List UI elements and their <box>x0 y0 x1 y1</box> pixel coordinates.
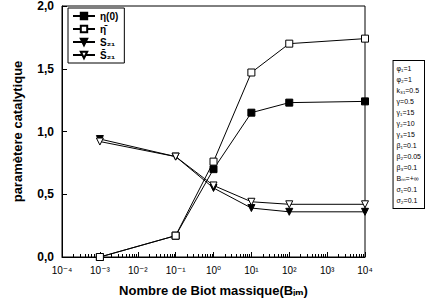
svg-text:1,0: 1,0 <box>37 125 54 139</box>
svg-text:10⁻²: 10⁻² <box>128 265 148 276</box>
svg-text:η(0): η(0) <box>100 11 118 22</box>
svg-text:10⁻¹: 10⁻¹ <box>166 265 186 276</box>
svg-text:γ₂=10: γ₂=10 <box>397 120 415 128</box>
svg-text:10⁻⁴: 10⁻⁴ <box>52 265 73 276</box>
svg-text:10⁰: 10⁰ <box>206 265 221 276</box>
svg-text:1,5: 1,5 <box>37 62 54 76</box>
svg-text:φ₁=1: φ₁=1 <box>397 65 412 73</box>
svg-text:0,0: 0,0 <box>37 250 54 264</box>
svg-text:0,5: 0,5 <box>37 187 54 201</box>
svg-text:φ₂=1: φ₂=1 <box>397 76 412 84</box>
svg-text:S₂₁: S₂₁ <box>100 37 115 48</box>
svg-text:10²: 10² <box>282 265 297 276</box>
svg-text:σ₂=0.1: σ₂=0.1 <box>397 197 418 204</box>
svg-text:β₃=0.1: β₃=0.1 <box>397 164 418 172</box>
svg-text:paramètere catalytique: paramètere catalytique <box>10 61 25 203</box>
svg-text:η̄: η̄ <box>100 24 108 35</box>
svg-text:γ=0.5: γ=0.5 <box>397 98 414 106</box>
svg-text:γ₁=15: γ₁=15 <box>397 109 415 117</box>
svg-text:Bₘ=+∞: Bₘ=+∞ <box>397 175 419 182</box>
svg-text:10¹: 10¹ <box>244 265 259 276</box>
svg-text:k₃₁=0.5: k₃₁=0.5 <box>397 87 420 94</box>
svg-text:10³: 10³ <box>320 265 335 276</box>
svg-text:10⁴: 10⁴ <box>357 265 372 276</box>
svg-text:β₁=0.1: β₁=0.1 <box>397 142 417 150</box>
svg-text:Nombre de Biot massique(Bᵢₘ): Nombre de Biot massique(Bᵢₘ) <box>119 283 308 298</box>
svg-text:10⁻³: 10⁻³ <box>90 265 110 276</box>
svg-text:2,0: 2,0 <box>37 0 54 13</box>
svg-text:S̄₂₁: S̄₂₁ <box>100 49 115 60</box>
svg-text:γ₃=15: γ₃=15 <box>397 131 415 139</box>
svg-text:β₂=0.05: β₂=0.05 <box>397 153 422 161</box>
svg-text:σ₁=0.1: σ₁=0.1 <box>397 186 418 193</box>
